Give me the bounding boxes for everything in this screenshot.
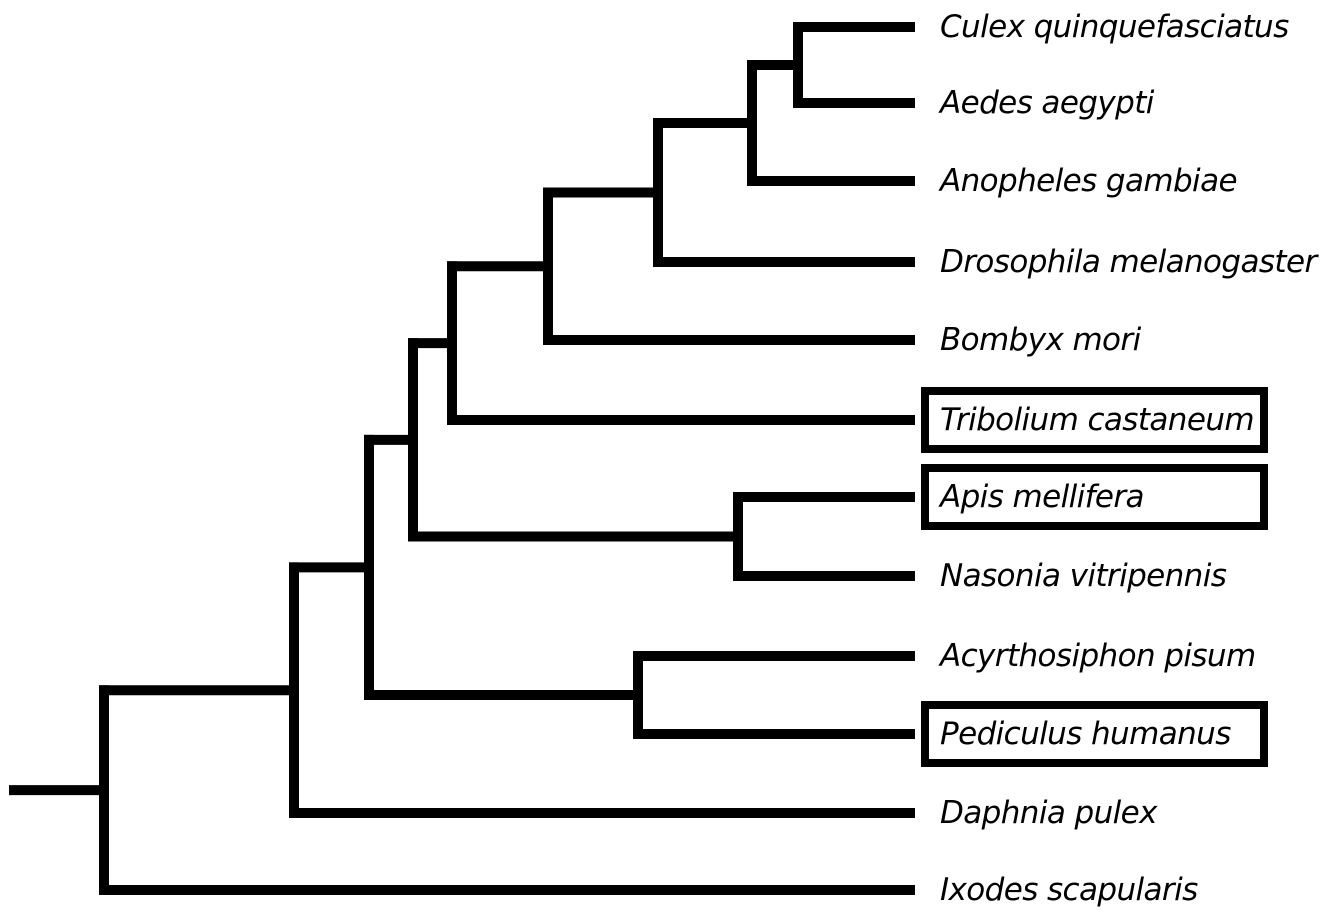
- highlight-box-pediculus: [921, 701, 1268, 767]
- taxon-label-apis: Apis mellifera: [938, 479, 1144, 515]
- taxon-label-bombyx: Bombyx mori: [940, 322, 1142, 358]
- tree-branches: [9, 22, 915, 895]
- taxon-label-pediculus: Pediculus humanus: [940, 716, 1231, 752]
- taxon-label-nasonia: Nasonia vitripennis: [940, 558, 1227, 594]
- taxon-label-anopheles: Anopheles gambiae: [938, 163, 1237, 199]
- taxon-label-tribolium: Tribolium castaneum: [940, 402, 1254, 438]
- taxon-label-acyrthosiphon: Acyrthosiphon pisum: [938, 638, 1256, 674]
- highlight-box-apis: [921, 464, 1268, 530]
- taxon-label-drosophila: Drosophila melanogaster: [940, 244, 1319, 280]
- taxon-label-ixodes: Ixodes scapularis: [940, 872, 1198, 908]
- taxon-label-daphnia: Daphnia pulex: [940, 795, 1158, 831]
- taxon-label-culex: Culex quinquefasciatus: [940, 9, 1289, 45]
- taxon-label-aedes: Aedes aegypti: [938, 85, 1155, 121]
- highlight-box-tribolium: [921, 387, 1268, 453]
- highlight-boxes: [921, 387, 1268, 767]
- taxon-labels: Culex quinquefasciatus Aedes aegypti Anoph…: [938, 9, 1320, 908]
